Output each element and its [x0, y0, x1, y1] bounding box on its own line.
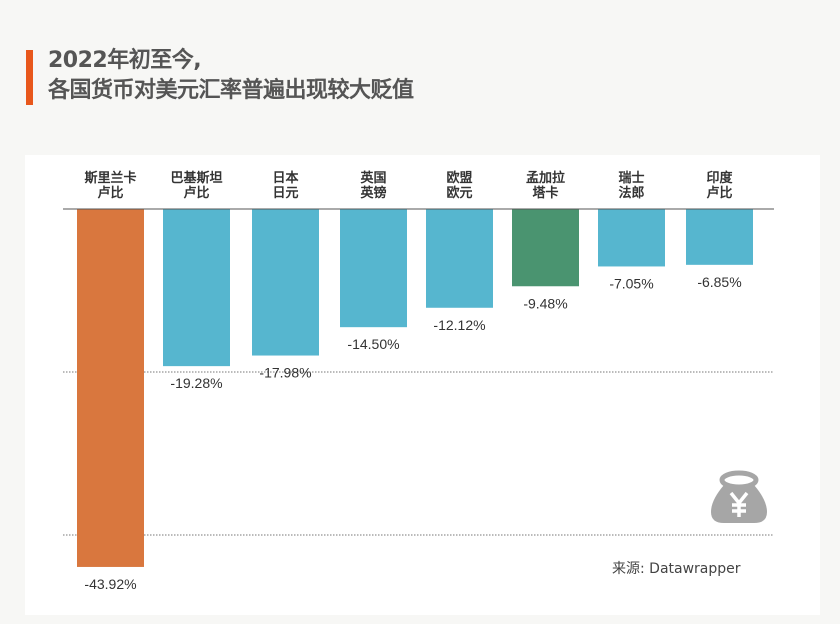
category-label: 卢比 — [97, 185, 123, 201]
data-label: -14.50% — [347, 336, 399, 352]
category-label: 英镑 — [359, 185, 386, 201]
data-label: -19.28% — [170, 375, 222, 391]
category-label: 塔卡 — [532, 185, 558, 201]
bar — [512, 209, 579, 287]
bar — [426, 209, 493, 308]
category-label: 巴基斯坦 — [170, 170, 222, 186]
data-label: -6.85% — [697, 274, 741, 290]
category-label: 欧盟 — [446, 170, 472, 186]
data-label: -9.48% — [523, 295, 567, 311]
data-label: -43.92% — [84, 576, 136, 592]
category-label: 瑞士 — [618, 170, 644, 186]
data-label: -17.98% — [259, 365, 311, 381]
title-accent-bar — [26, 50, 33, 105]
bar — [163, 209, 230, 367]
category-label: 英国 — [359, 170, 386, 186]
category-label: 日元 — [272, 186, 298, 201]
bar — [686, 209, 753, 265]
category-label: 日本 — [272, 170, 298, 186]
title-line-1: 2022年初至今, — [48, 48, 202, 73]
category-label: 欧元 — [446, 185, 472, 201]
category-label: 卢比 — [183, 185, 209, 201]
data-label: -12.12% — [433, 317, 485, 333]
category-label: 斯里兰卡 — [84, 170, 136, 186]
category-label: 孟加拉 — [526, 170, 565, 186]
data-label: -7.05% — [609, 275, 653, 291]
chart-title: 2022年初至今, 各国货币对美元汇率普遍出现较大贬值 — [48, 46, 414, 106]
bar — [252, 209, 319, 356]
category-label: 印度 — [706, 170, 733, 186]
source-note: 来源: Datawrapper — [612, 561, 741, 577]
title-line-2: 各国货币对美元汇率普遍出现较大贬值 — [48, 78, 414, 103]
category-label: 法郎 — [618, 185, 644, 201]
bar — [598, 209, 665, 267]
bar — [77, 209, 144, 567]
bar — [340, 209, 407, 328]
category-label: 卢比 — [706, 185, 732, 201]
